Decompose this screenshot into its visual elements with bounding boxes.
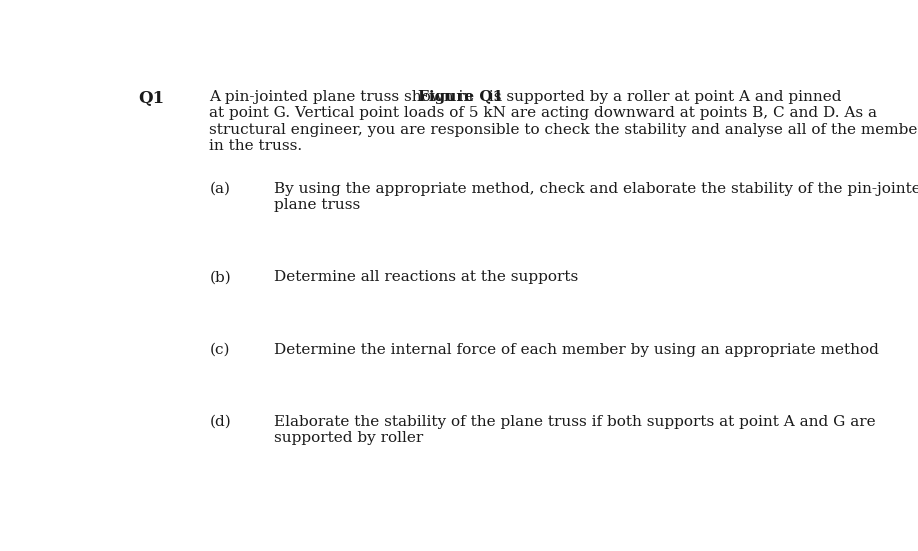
Text: Elaborate the stability of the plane truss if both supports at point A and G are: Elaborate the stability of the plane tru… [274,415,876,429]
Text: (c): (c) [209,343,230,356]
Text: plane truss: plane truss [274,198,360,212]
Text: Q1: Q1 [139,90,164,107]
Text: Determine all reactions at the supports: Determine all reactions at the supports [274,271,578,284]
Text: is supported by a roller at point A and pinned: is supported by a roller at point A and … [484,90,842,104]
Text: at point G. Vertical point loads of 5 kN are acting downward at points B, C and : at point G. Vertical point loads of 5 kN… [209,106,878,120]
Text: By using the appropriate method, check and elaborate the stability of the pin-jo: By using the appropriate method, check a… [274,182,918,196]
Text: Figure Q1: Figure Q1 [418,90,503,104]
Text: in the truss.: in the truss. [209,139,303,153]
Text: (b): (b) [209,271,231,284]
Text: (d): (d) [209,415,231,429]
Text: supported by roller: supported by roller [274,431,423,445]
Text: structural engineer, you are responsible to check the stability and analyse all : structural engineer, you are responsible… [209,123,918,137]
Text: (a): (a) [209,182,230,196]
Text: Determine the internal force of each member by using an appropriate method: Determine the internal force of each mem… [274,343,879,356]
Text: A pin-jointed plane truss shown in: A pin-jointed plane truss shown in [209,90,478,104]
